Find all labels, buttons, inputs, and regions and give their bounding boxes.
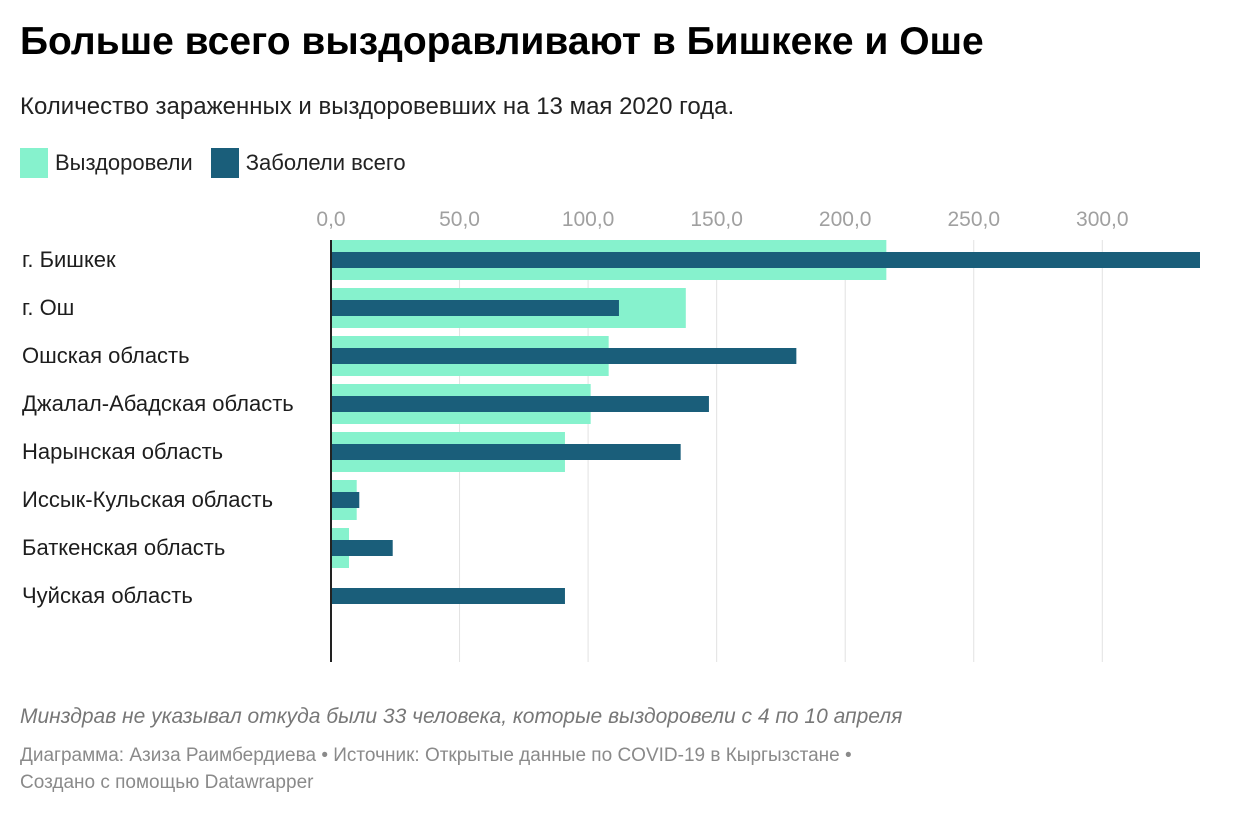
footer-datawrapper: Создано с помощью Datawrapper bbox=[20, 772, 314, 793]
x-tick-label: 300,0 bbox=[1076, 208, 1129, 231]
category-label: Баткенская область bbox=[22, 535, 225, 560]
chart-note: Минздрав не указывал откуда были 33 чело… bbox=[20, 705, 903, 728]
bar-infected bbox=[331, 348, 797, 364]
legend-label-recovered: Выздоровели bbox=[55, 150, 193, 175]
category-label: Иссык-Кульская область bbox=[22, 487, 273, 512]
bar-infected bbox=[331, 492, 360, 508]
chart-footer: Диаграмма: Азиза Раимбердиева • Источник… bbox=[20, 742, 852, 796]
category-label: Чуйская область bbox=[22, 583, 193, 608]
x-tick-label: 250,0 bbox=[947, 208, 1000, 231]
bar-infected bbox=[331, 588, 565, 604]
category-label: Ошская область bbox=[22, 343, 190, 368]
category-label: г. Бишкек bbox=[22, 247, 116, 272]
bar-infected bbox=[331, 300, 619, 316]
footer-credit: Диаграмма: Азиза Раимбердиева • Источник… bbox=[20, 745, 852, 766]
x-tick-label: 150,0 bbox=[690, 208, 743, 231]
bar-infected bbox=[331, 396, 709, 412]
legend-item-infected: Заболели всего bbox=[210, 148, 406, 178]
bar-chart: 0,0 50,0 100,0 150,0 200,0 250,0 300,0 г. Бишке… bbox=[22, 208, 1200, 662]
x-tick-label: 200,0 bbox=[819, 208, 872, 231]
legend-item-recovered: Выздоровели bbox=[20, 148, 193, 178]
bar-infected bbox=[331, 540, 393, 556]
legend: Выздоровели Заболели всего bbox=[20, 148, 424, 178]
legend-swatch-recovered bbox=[20, 148, 48, 178]
bar-infected bbox=[331, 444, 681, 460]
chart-title: Больше всего выздоравливают в Бишкеке и … bbox=[20, 20, 984, 63]
bar-infected bbox=[331, 252, 1200, 268]
chart-subtitle: Количество зараженных и выздоровевших на… bbox=[20, 93, 735, 120]
category-label: Джалал-Абадская область bbox=[22, 391, 294, 416]
legend-label-infected: Заболели всего bbox=[245, 150, 406, 175]
legend-swatch-infected bbox=[210, 148, 239, 178]
category-label: г. Ош bbox=[22, 295, 74, 320]
x-tick-label: 50,0 bbox=[439, 208, 480, 231]
x-tick-label: 0,0 bbox=[316, 208, 345, 231]
x-tick-label: 100,0 bbox=[562, 208, 615, 231]
category-label: Нарынская область bbox=[22, 439, 223, 464]
